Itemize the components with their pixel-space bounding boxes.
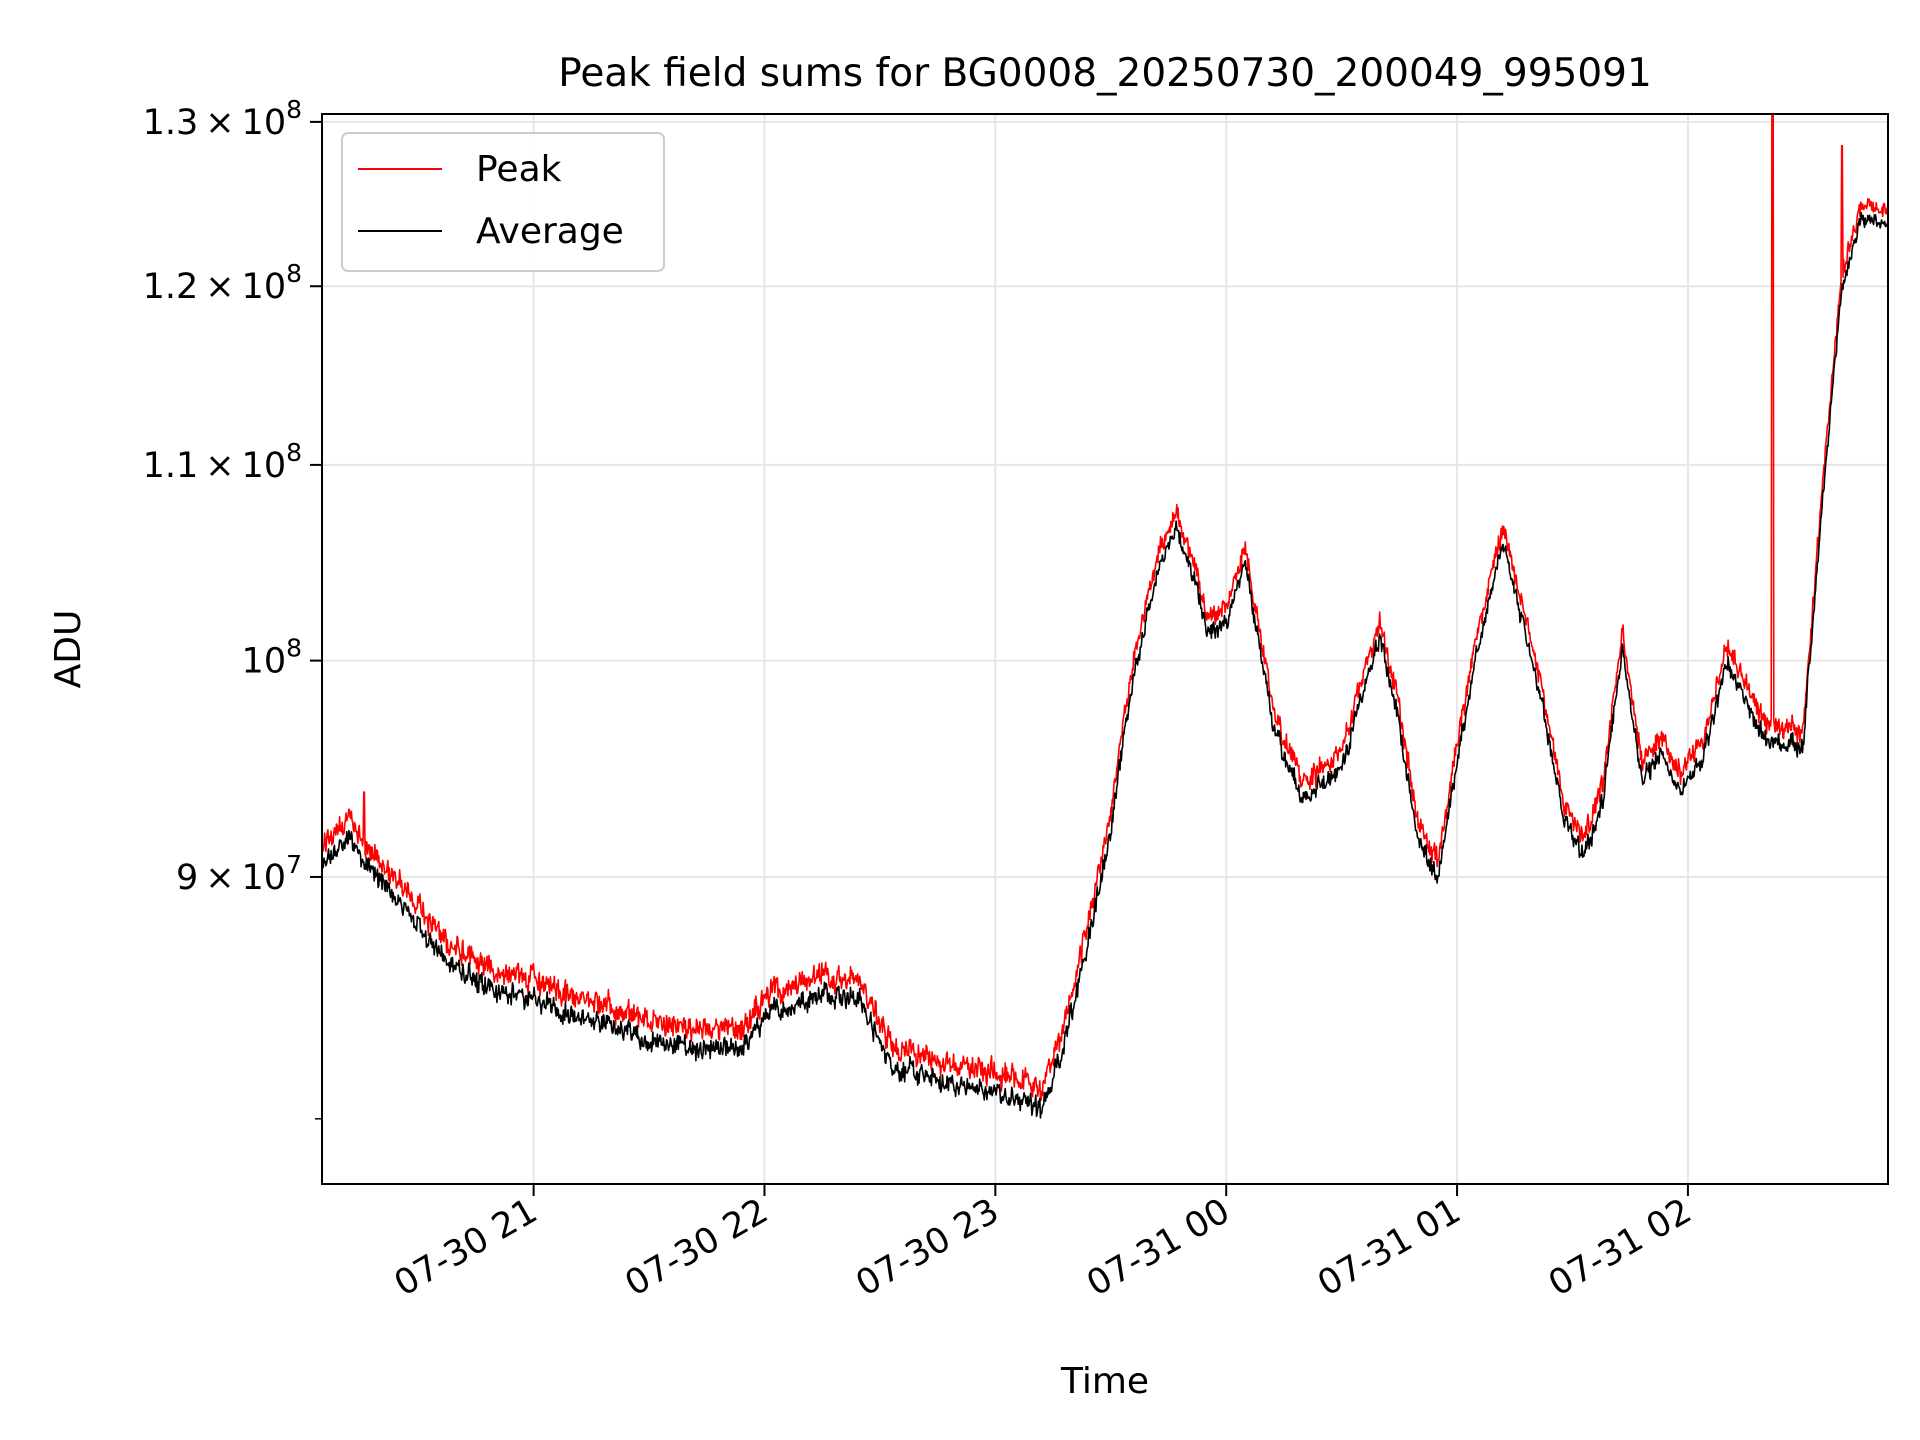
y-axis-label: ADU [48, 610, 89, 689]
plot-frame [321, 113, 1889, 1185]
y-axis-ticks: 9 × 107 108 1.1 × 108 1.2 × 108 1.3 × 108 [143, 95, 322, 1120]
legend-label-average: Average [476, 211, 624, 252]
y-tick-label: 1.3 × 108 [143, 95, 302, 143]
x-axis-label: Time [1060, 1361, 1149, 1402]
legend-label-peak: Peak [476, 149, 562, 190]
series-line-peak [321, 113, 1889, 1102]
chart-title: Peak field sums for BG0008_20250730_2000… [558, 51, 1652, 96]
series-layer [321, 113, 1889, 1119]
legend: Peak Average [341, 132, 665, 272]
grid [322, 114, 1888, 1184]
y-tick-label: 9 × 107 [176, 850, 302, 898]
series-line-average [321, 211, 1889, 1119]
legend-box [341, 132, 665, 272]
y-tick-label: 1.2 × 108 [143, 259, 302, 307]
y-tick-label: 1.1 × 108 [143, 438, 302, 486]
y-tick-label: 108 [242, 634, 302, 682]
